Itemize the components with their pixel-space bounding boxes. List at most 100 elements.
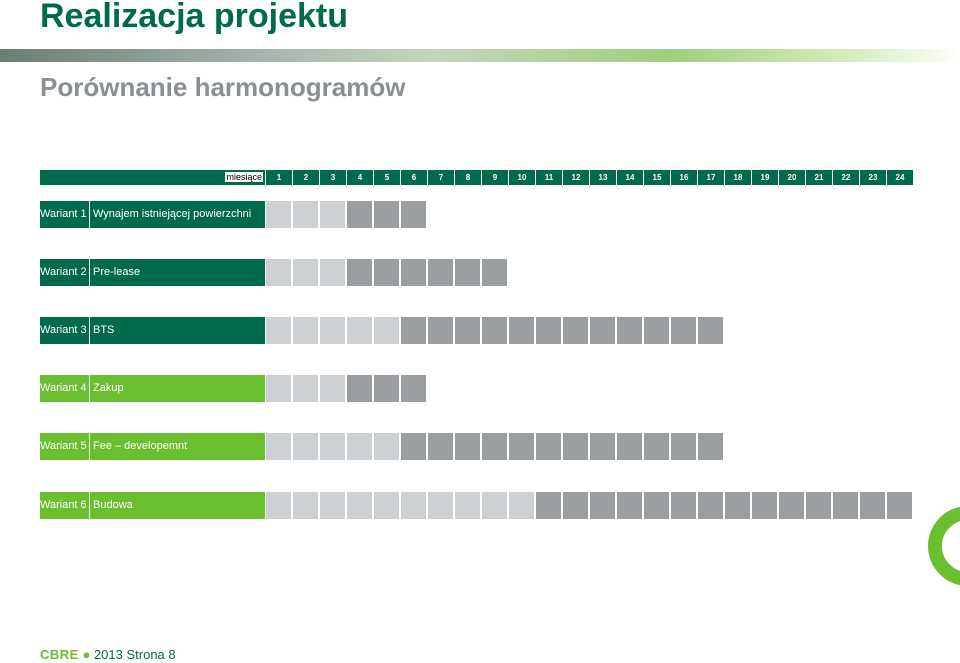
preparation-month-cell (320, 259, 345, 286)
execution-month-cell (887, 492, 912, 519)
execution-month-cell (428, 433, 453, 460)
preparation-month-cell (320, 375, 345, 402)
preparation-month-cell (347, 492, 372, 519)
execution-month-cell (428, 317, 453, 344)
execution-month-cell (536, 492, 561, 519)
execution-month-cell (644, 433, 669, 460)
preparation-month-cell (266, 317, 291, 344)
slide-subtitle: Porównanie harmonogramów (40, 72, 406, 102)
execution-month-cell (590, 433, 615, 460)
preparation-month-cell (509, 492, 534, 519)
decorative-circle (928, 506, 960, 586)
slide-title: Realizacja projektu (40, 0, 349, 35)
execution-month-cell (347, 201, 372, 228)
preparation-month-cell (293, 201, 318, 228)
month-header-cell: 3 (320, 170, 346, 185)
bullet-icon: ● (82, 647, 91, 662)
month-header-cell: 4 (347, 170, 373, 185)
execution-month-cell (347, 259, 372, 286)
preparation-month-cell (482, 492, 507, 519)
preparation-month-cell (293, 375, 318, 402)
preparation-month-cell (374, 433, 399, 460)
preparation-month-cell (374, 492, 399, 519)
variant-description: Budowa (93, 499, 133, 511)
execution-month-cell (698, 492, 723, 519)
execution-month-cell (536, 317, 561, 344)
variant-name: Wariant 6 (40, 492, 90, 519)
month-header-cell: 14 (617, 170, 643, 185)
execution-month-cell (401, 433, 426, 460)
execution-month-cell (428, 259, 453, 286)
execution-month-cell (374, 201, 399, 228)
preparation-month-cell (266, 201, 291, 228)
execution-month-cell (752, 492, 777, 519)
preparation-month-cell (455, 492, 480, 519)
month-header-cell: 18 (725, 170, 751, 185)
month-header-cell: 2 (293, 170, 319, 185)
execution-month-cell (455, 259, 480, 286)
variant-row: Wariant 1 Wynajem istniejącej powierzchni (40, 201, 912, 228)
execution-month-cell (563, 317, 588, 344)
preparation-month-cell (293, 492, 318, 519)
execution-month-cell (698, 433, 723, 460)
execution-month-cell (779, 492, 804, 519)
execution-month-cell (401, 317, 426, 344)
month-header-cell: 17 (698, 170, 724, 185)
month-header-cell: 7 (428, 170, 454, 185)
variant-row: Wariant 5 Fee – developemnt (40, 433, 912, 460)
cbre-logo: CBRE (40, 647, 79, 662)
month-header-cell: 13 (590, 170, 616, 185)
preparation-month-cell (428, 492, 453, 519)
execution-month-cell (644, 317, 669, 344)
month-header-cell: 10 (509, 170, 535, 185)
preparation-month-cell (293, 259, 318, 286)
variant-label: Wariant 2 Pre-lease (40, 259, 265, 286)
execution-month-cell (347, 375, 372, 402)
footer: CBRE ● 2013 Strona 8 (40, 647, 176, 663)
variant-row: Wariant 3 BTS (40, 317, 912, 344)
month-header-cell: 23 (860, 170, 886, 185)
execution-month-cell (617, 433, 642, 460)
execution-month-cell (590, 492, 615, 519)
footer-text: 2013 Strona 8 (93, 647, 176, 662)
execution-month-cell (671, 492, 696, 519)
month-header-cell: 19 (752, 170, 778, 185)
title-divider-bar (0, 49, 960, 62)
variant-name: Wariant 1 (40, 201, 90, 228)
months-header-row: miesiące 1 2 3 4 5 6 7 8 9 10 11 12 13 14 15 16 17 18 19 20… (40, 170, 913, 185)
execution-month-cell (563, 433, 588, 460)
month-header-cell: 24 (887, 170, 913, 185)
month-header-cell: 8 (455, 170, 481, 185)
execution-month-cell (725, 492, 750, 519)
execution-month-cell (374, 375, 399, 402)
preparation-month-cell (266, 433, 291, 460)
execution-month-cell (563, 492, 588, 519)
month-header-cell: 6 (401, 170, 427, 185)
execution-month-cell (455, 317, 480, 344)
variant-name: Wariant 5 (40, 433, 90, 460)
execution-month-cell (860, 492, 885, 519)
variant-description: Pre-lease (93, 266, 141, 278)
execution-month-cell (806, 492, 831, 519)
execution-month-cell (509, 433, 534, 460)
month-header-cell: 22 (833, 170, 859, 185)
variant-row: Wariant 4 Zakup (40, 375, 912, 402)
variant-name: Wariant 3 (40, 317, 90, 344)
preparation-month-cell (374, 317, 399, 344)
execution-month-cell (671, 433, 696, 460)
preparation-month-cell (347, 317, 372, 344)
execution-month-cell (833, 492, 858, 519)
execution-month-cell (482, 317, 507, 344)
execution-month-cell (590, 317, 615, 344)
variant-label: Wariant 4 Zakup (40, 375, 265, 402)
month-header-cell: 20 (779, 170, 805, 185)
variant-label: Wariant 3 BTS (40, 317, 265, 344)
execution-month-cell (455, 433, 480, 460)
preparation-month-cell (266, 492, 291, 519)
preparation-month-cell (320, 433, 345, 460)
variant-description: Zakup (93, 382, 124, 394)
variant-label: Wariant 5 Fee – developemnt (40, 433, 265, 460)
variant-row: Wariant 2 Pre-lease (40, 259, 912, 286)
month-header-cell: 21 (806, 170, 832, 185)
execution-month-cell (617, 317, 642, 344)
